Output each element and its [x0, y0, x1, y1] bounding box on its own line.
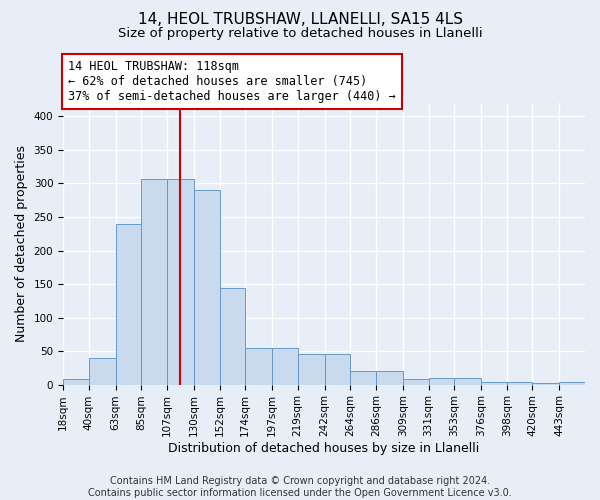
- Y-axis label: Number of detached properties: Number of detached properties: [15, 146, 28, 342]
- Text: 14, HEOL TRUBSHAW, LLANELLI, SA15 4LS: 14, HEOL TRUBSHAW, LLANELLI, SA15 4LS: [137, 12, 463, 28]
- Bar: [454, 378, 481, 384]
- Bar: [220, 288, 245, 384]
- Text: Contains HM Land Registry data © Crown copyright and database right 2024.
Contai: Contains HM Land Registry data © Crown c…: [88, 476, 512, 498]
- Bar: [272, 348, 298, 385]
- Bar: [325, 354, 350, 384]
- Bar: [376, 371, 403, 384]
- Bar: [507, 382, 532, 384]
- X-axis label: Distribution of detached houses by size in Llanelli: Distribution of detached houses by size …: [169, 442, 479, 455]
- Bar: [141, 179, 167, 384]
- Text: 14 HEOL TRUBSHAW: 118sqm
← 62% of detached houses are smaller (745)
37% of semi-: 14 HEOL TRUBSHAW: 118sqm ← 62% of detach…: [68, 60, 396, 103]
- Bar: [403, 379, 428, 384]
- Bar: [298, 354, 325, 384]
- Bar: [245, 348, 272, 385]
- Bar: [116, 224, 141, 384]
- Bar: [428, 378, 454, 384]
- Bar: [481, 382, 507, 384]
- Bar: [89, 358, 116, 384]
- Bar: [63, 379, 89, 384]
- Bar: [167, 179, 194, 384]
- Bar: [559, 382, 585, 384]
- Bar: [350, 371, 376, 384]
- Text: Size of property relative to detached houses in Llanelli: Size of property relative to detached ho…: [118, 28, 482, 40]
- Bar: [194, 190, 220, 384]
